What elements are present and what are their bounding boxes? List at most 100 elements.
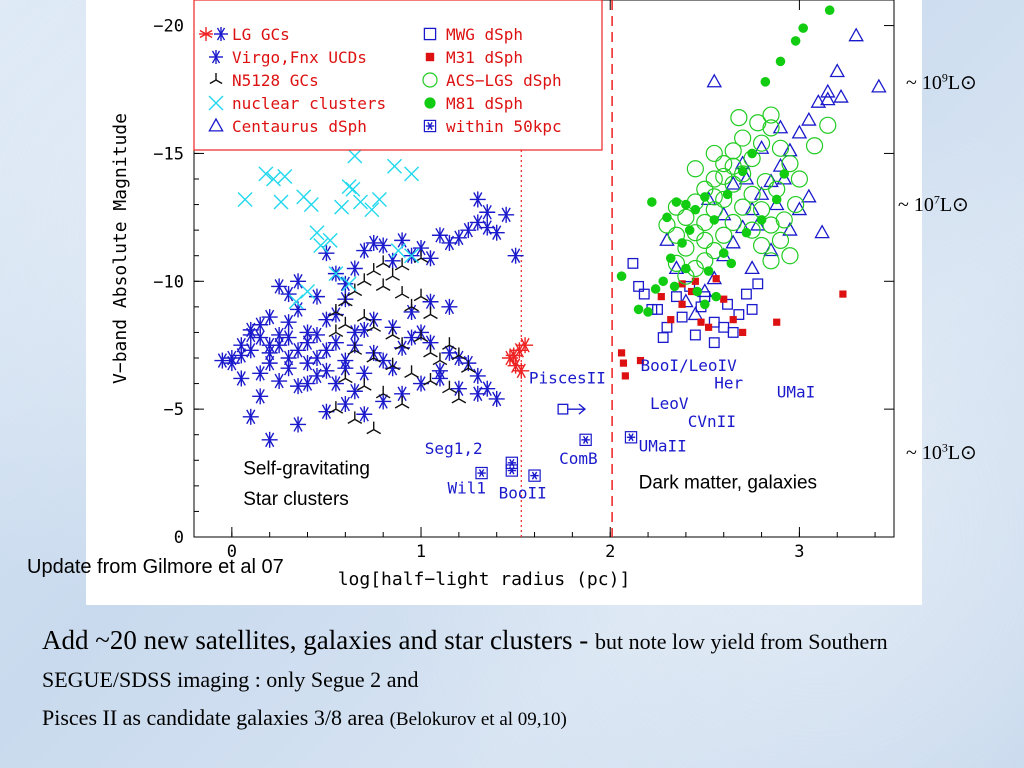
- data-point: [624, 431, 638, 444]
- data-point: [328, 401, 344, 414]
- data-point: [726, 258, 737, 269]
- data-point: [322, 232, 338, 248]
- object-label: LeoV: [650, 394, 689, 413]
- data-point: [366, 350, 382, 363]
- data-point: [337, 352, 354, 369]
- data-point: [801, 188, 817, 203]
- data-point: [775, 56, 786, 67]
- data-point: [346, 260, 363, 277]
- data-point: [747, 148, 757, 159]
- data-point: [261, 355, 278, 372]
- data-point: [432, 352, 448, 366]
- data-point: [394, 396, 410, 409]
- data-point: [700, 299, 710, 310]
- x-axis-label: log[half−light radius (pc)]: [338, 569, 631, 590]
- data-point: [781, 247, 799, 265]
- data-point: [773, 318, 781, 326]
- legend-label: within 50kpc: [446, 117, 562, 136]
- data-point: [422, 293, 439, 310]
- data-point: [839, 290, 847, 298]
- legend-marker: [208, 95, 224, 111]
- data-point: [366, 319, 382, 332]
- data-point: [715, 206, 732, 221]
- data-point: [715, 167, 733, 186]
- data-point: [413, 329, 429, 343]
- data-point: [705, 144, 723, 163]
- object-label: UMaI: [777, 383, 816, 402]
- object-label: Her: [714, 374, 743, 393]
- caption-note: but note low yield from Southern SEGUE/S…: [42, 629, 888, 692]
- caption-line3: Pisces II as candidate galaxies 3/8 area: [42, 705, 390, 730]
- legend-label: Centaurus dSph: [232, 117, 367, 136]
- data-point: [423, 306, 438, 320]
- data-point: [280, 314, 297, 331]
- data-point: [498, 206, 515, 223]
- data-point: [334, 199, 350, 215]
- data-point: [658, 276, 668, 287]
- data-point: [749, 114, 767, 132]
- data-point: [290, 342, 307, 359]
- data-point: [375, 237, 392, 254]
- x-tick-label: 3: [794, 542, 804, 562]
- data-point: [782, 221, 798, 236]
- data-point: [692, 286, 703, 297]
- legend-marker: [425, 52, 435, 62]
- data-point: [273, 194, 289, 210]
- data-point: [423, 344, 438, 358]
- data-point: [347, 342, 363, 355]
- data-point: [820, 83, 836, 98]
- x-tick-label: 2: [605, 542, 615, 562]
- legend-label: M31 dSph: [446, 48, 523, 67]
- data-point: [705, 170, 723, 188]
- data-point: [670, 291, 682, 303]
- data-point: [752, 236, 771, 255]
- data-point: [730, 109, 748, 127]
- data-point: [387, 158, 403, 174]
- data-point: [347, 148, 363, 164]
- data-point: [829, 63, 846, 78]
- data-point: [384, 252, 401, 269]
- data-point: [819, 116, 837, 134]
- data-point: [687, 306, 704, 321]
- data-point: [657, 293, 665, 301]
- data-point: [744, 260, 760, 275]
- legend-label: Virgo,Fnx UCDs: [232, 48, 367, 67]
- data-point: [724, 142, 742, 160]
- data-point: [752, 278, 764, 290]
- data-point: [345, 181, 361, 197]
- data-point: [691, 277, 699, 285]
- caption-citation: (Belokurov et al 09,10): [389, 709, 567, 730]
- data-point: [288, 294, 304, 310]
- data-point: [517, 337, 534, 354]
- data-point: [781, 155, 799, 173]
- data-point: [768, 196, 785, 211]
- data-point: [469, 385, 486, 402]
- data-point: [337, 396, 354, 413]
- data-point: [677, 238, 687, 248]
- data-point: [753, 186, 770, 200]
- data-point: [771, 139, 790, 157]
- data-point: [299, 375, 316, 392]
- data-point: [790, 170, 809, 188]
- data-point: [724, 213, 742, 232]
- data-point: [667, 316, 675, 324]
- data-point: [356, 378, 372, 391]
- data-point: [697, 318, 705, 326]
- data-point: [668, 260, 685, 275]
- data-point: [338, 370, 353, 384]
- data-point: [681, 199, 691, 210]
- data-point: [364, 202, 380, 218]
- object-label: Wil1: [448, 479, 487, 498]
- data-point: [394, 337, 410, 350]
- luminosity-label-1e9: ~ 109L⊙: [906, 70, 977, 94]
- legend-label: LG GCs: [232, 25, 290, 44]
- data-point: [469, 367, 486, 384]
- data-point: [261, 431, 278, 448]
- data-point: [760, 77, 771, 87]
- caption-and: and: [386, 667, 419, 692]
- data-point: [313, 237, 329, 253]
- pisces-ii-arrow: [567, 403, 587, 415]
- data-point: [280, 329, 297, 346]
- data-point: [404, 166, 420, 182]
- data-point: [657, 332, 669, 343]
